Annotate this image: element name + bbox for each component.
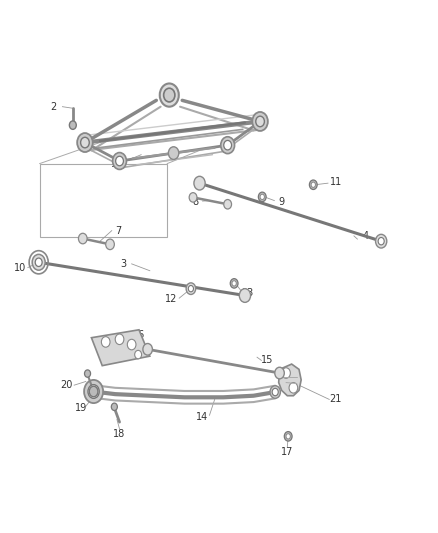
Circle shape [186,283,196,294]
Circle shape [88,385,99,398]
Text: 4: 4 [362,231,368,241]
Polygon shape [92,330,150,366]
Circle shape [189,192,197,202]
Circle shape [113,152,127,169]
Circle shape [232,281,236,286]
Circle shape [81,138,89,148]
Circle shape [69,121,76,130]
Circle shape [272,389,278,395]
Text: 11: 11 [330,177,342,187]
Circle shape [111,403,117,410]
Circle shape [309,180,317,190]
Circle shape [221,137,235,154]
Circle shape [35,258,42,266]
Text: 15: 15 [261,355,274,365]
Text: 7: 7 [116,225,122,236]
Circle shape [284,432,292,441]
Text: 8: 8 [192,197,198,207]
Circle shape [115,334,124,344]
Bar [39,164,167,238]
Circle shape [270,386,280,398]
Text: 17: 17 [281,447,293,457]
Circle shape [188,286,194,292]
Text: 18: 18 [113,429,126,439]
Circle shape [143,343,152,355]
Text: 19: 19 [74,403,87,413]
Text: 21: 21 [329,394,342,405]
Circle shape [116,156,124,166]
Text: 12: 12 [165,294,178,304]
Text: 16: 16 [133,330,145,340]
Text: 1: 1 [111,159,117,168]
Text: 9: 9 [279,197,285,207]
Circle shape [256,116,265,127]
Text: 2: 2 [51,102,57,112]
Circle shape [286,434,290,439]
Circle shape [77,133,93,152]
Circle shape [84,380,103,403]
Text: 13: 13 [242,288,254,298]
Circle shape [127,340,136,350]
Circle shape [194,176,205,190]
Polygon shape [279,364,301,395]
Circle shape [275,367,284,379]
Circle shape [252,112,268,131]
Text: 14: 14 [196,412,208,422]
Circle shape [85,370,91,377]
Circle shape [134,350,141,359]
Circle shape [375,235,387,248]
Circle shape [224,140,232,150]
Circle shape [311,182,315,188]
Circle shape [32,254,45,270]
Circle shape [164,88,175,102]
Circle shape [101,337,110,347]
Circle shape [282,368,290,378]
Circle shape [378,238,384,245]
Circle shape [168,147,179,159]
Circle shape [239,289,251,302]
Text: 20: 20 [60,380,73,390]
Circle shape [106,239,114,249]
Circle shape [230,279,238,288]
Circle shape [258,192,266,201]
Circle shape [78,233,87,244]
Circle shape [160,84,179,107]
Circle shape [224,199,232,209]
Circle shape [289,383,298,393]
Circle shape [89,386,98,397]
Circle shape [260,194,265,199]
Text: 10: 10 [14,263,26,272]
Text: 3: 3 [120,259,126,269]
